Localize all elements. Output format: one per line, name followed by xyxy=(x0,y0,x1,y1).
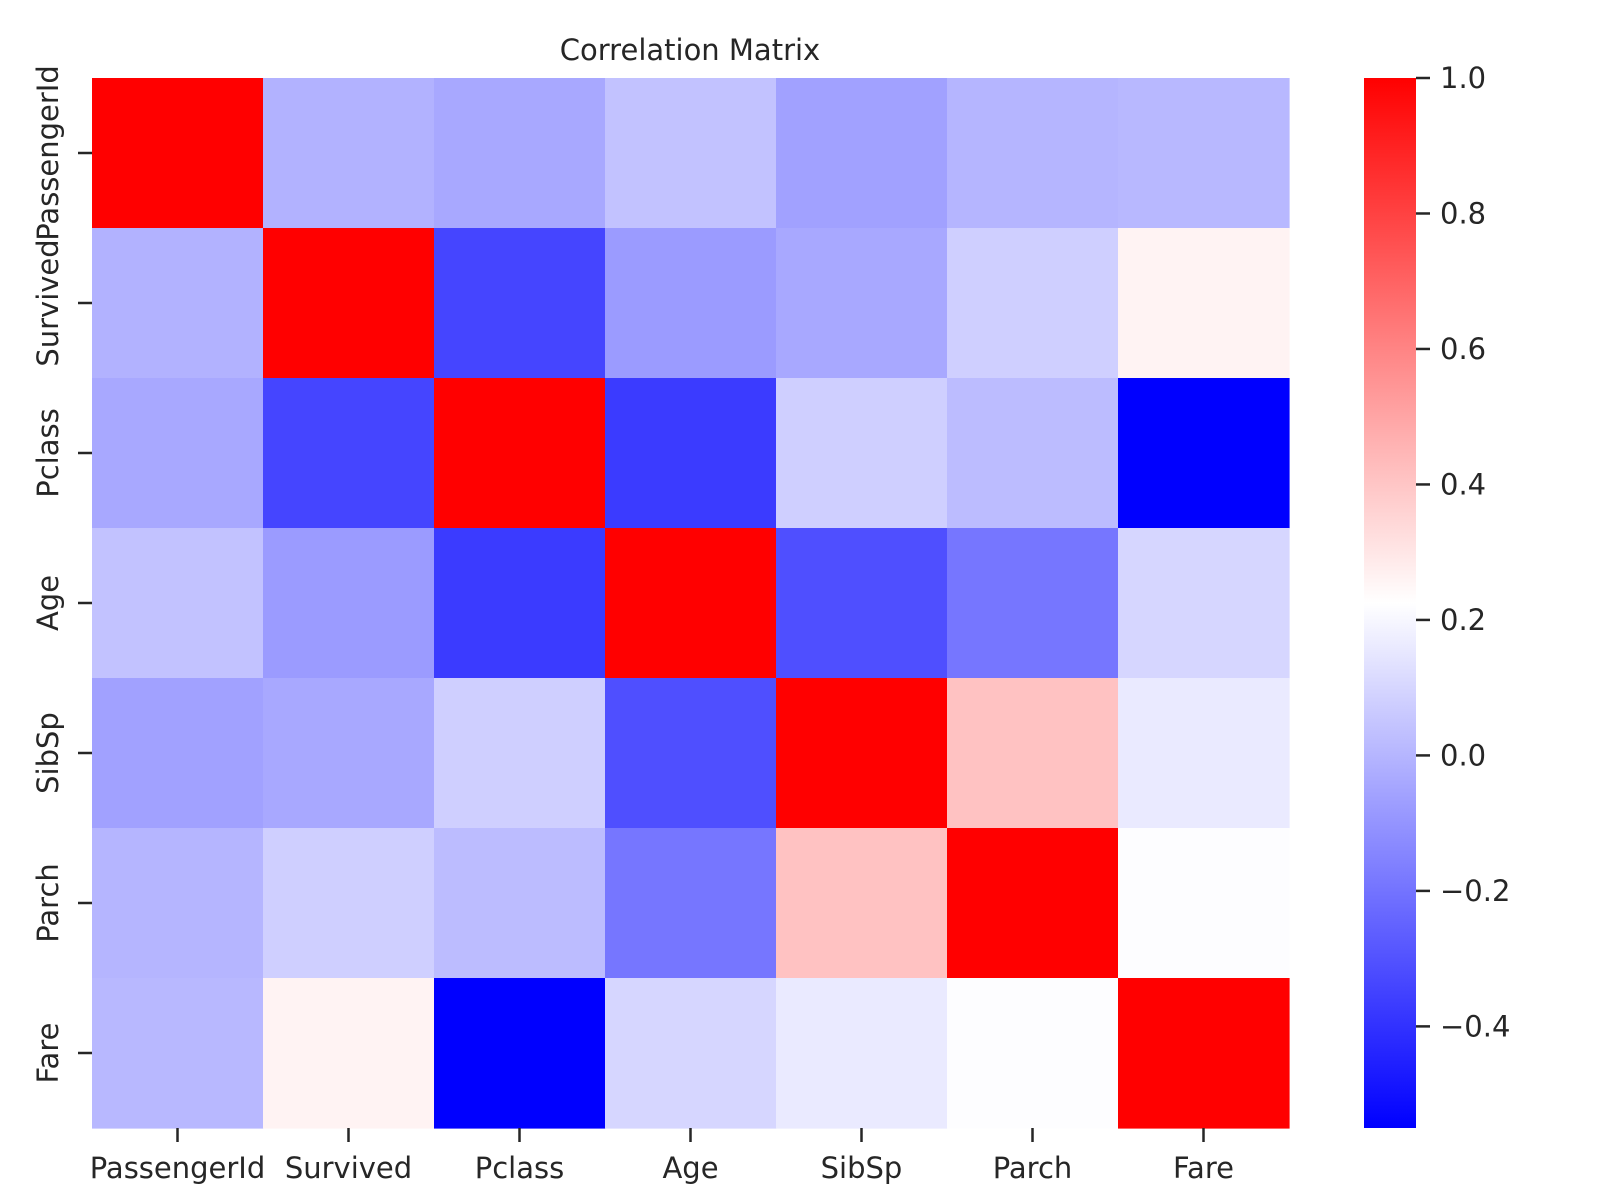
heatmap-cell xyxy=(263,828,435,979)
heatmap-cell xyxy=(605,228,777,379)
heatmap-cell xyxy=(1118,528,1290,679)
heatmap-cell xyxy=(263,78,435,229)
heatmap-cell xyxy=(947,528,1119,679)
heatmap-cell xyxy=(605,828,777,979)
heatmap-cell xyxy=(605,378,777,529)
heatmap-cell xyxy=(92,828,264,979)
heatmap-cell xyxy=(776,228,948,379)
colorbar: 1.0 0.8 0.6 0.4 0.2 0.0 −0.2 −0.4 xyxy=(1364,61,1510,1128)
colorbar-gradient xyxy=(1364,78,1416,1128)
colorbar-tick-label: 0.8 xyxy=(1440,196,1486,230)
heatmap-cell xyxy=(92,78,264,229)
colorbar-tick-label: 0.4 xyxy=(1440,467,1486,501)
heatmap-cell xyxy=(92,528,264,679)
y-tick-label: Age xyxy=(31,575,65,631)
heatmap-cell xyxy=(776,678,948,829)
y-tick-label: Survived xyxy=(31,239,65,366)
heatmap-cell xyxy=(947,828,1119,979)
heatmap-cell xyxy=(434,828,606,979)
heatmap-cell xyxy=(434,978,606,1129)
heatmap-cell xyxy=(1118,228,1290,379)
x-tick-label: PassengerId xyxy=(90,1151,266,1185)
heatmap-cell xyxy=(776,378,948,529)
y-tick-label: PassengerId xyxy=(31,65,65,241)
heatmap-cell xyxy=(776,528,948,679)
heatmap-grid xyxy=(92,78,1290,1129)
colorbar-tick-label: 1.0 xyxy=(1440,61,1486,95)
x-tick-label: Survived xyxy=(285,1151,412,1185)
heatmap-cell xyxy=(92,678,264,829)
y-tick-label: Parch xyxy=(31,863,65,943)
y-tick-label: SibSp xyxy=(31,712,65,794)
heatmap-cell xyxy=(605,528,777,679)
heatmap-cell xyxy=(263,378,435,529)
heatmap-cell xyxy=(776,978,948,1129)
heatmap-cell xyxy=(263,978,435,1129)
colorbar-tick-label: 0.0 xyxy=(1440,738,1486,772)
heatmap-cell xyxy=(1118,828,1290,979)
heatmap-cell xyxy=(776,828,948,979)
heatmap-cell xyxy=(434,228,606,379)
heatmap-cell xyxy=(1118,678,1290,829)
x-tick-label: Pclass xyxy=(475,1151,564,1185)
heatmap-cell xyxy=(1118,378,1290,529)
heatmap-cell xyxy=(92,978,264,1129)
heatmap-cell xyxy=(434,78,606,229)
heatmap-cell xyxy=(263,528,435,679)
chart-title: Correlation Matrix xyxy=(560,33,820,67)
x-tick-label: Parch xyxy=(993,1151,1073,1185)
heatmap-cell xyxy=(263,228,435,379)
heatmap-cell xyxy=(1118,78,1290,229)
x-tick-label: SibSp xyxy=(821,1151,903,1185)
colorbar-tick-label: −0.2 xyxy=(1440,874,1510,908)
heatmap-cell xyxy=(947,678,1119,829)
heatmap-cell xyxy=(263,678,435,829)
heatmap-cell xyxy=(434,378,606,529)
heatmap-cell xyxy=(947,978,1119,1129)
y-tick-label: Fare xyxy=(31,1023,65,1084)
heatmap-cell xyxy=(92,228,264,379)
heatmap-cell xyxy=(605,978,777,1129)
heatmap-cell xyxy=(947,378,1119,529)
y-tick-label: Pclass xyxy=(31,408,65,497)
heatmap-cell xyxy=(947,228,1119,379)
heatmap-cell xyxy=(434,528,606,679)
colorbar-tick-label: 0.6 xyxy=(1440,332,1486,366)
x-axis: PassengerId Survived Pclass Age SibSp Parch Fa… xyxy=(90,1128,1234,1185)
x-tick-label: Fare xyxy=(1173,1151,1234,1185)
heatmap-cell xyxy=(434,678,606,829)
heatmap-cell xyxy=(605,78,777,229)
heatmap-cell xyxy=(1118,978,1290,1129)
colorbar-tick-label: 0.2 xyxy=(1440,603,1486,637)
colorbar-tick-label: −0.4 xyxy=(1440,1009,1510,1043)
heatmap-cell xyxy=(776,78,948,229)
x-tick-label: Age xyxy=(662,1151,718,1185)
heatmap-cell xyxy=(605,678,777,829)
heatmap-cell xyxy=(947,78,1119,229)
heatmap-cell xyxy=(92,378,264,529)
